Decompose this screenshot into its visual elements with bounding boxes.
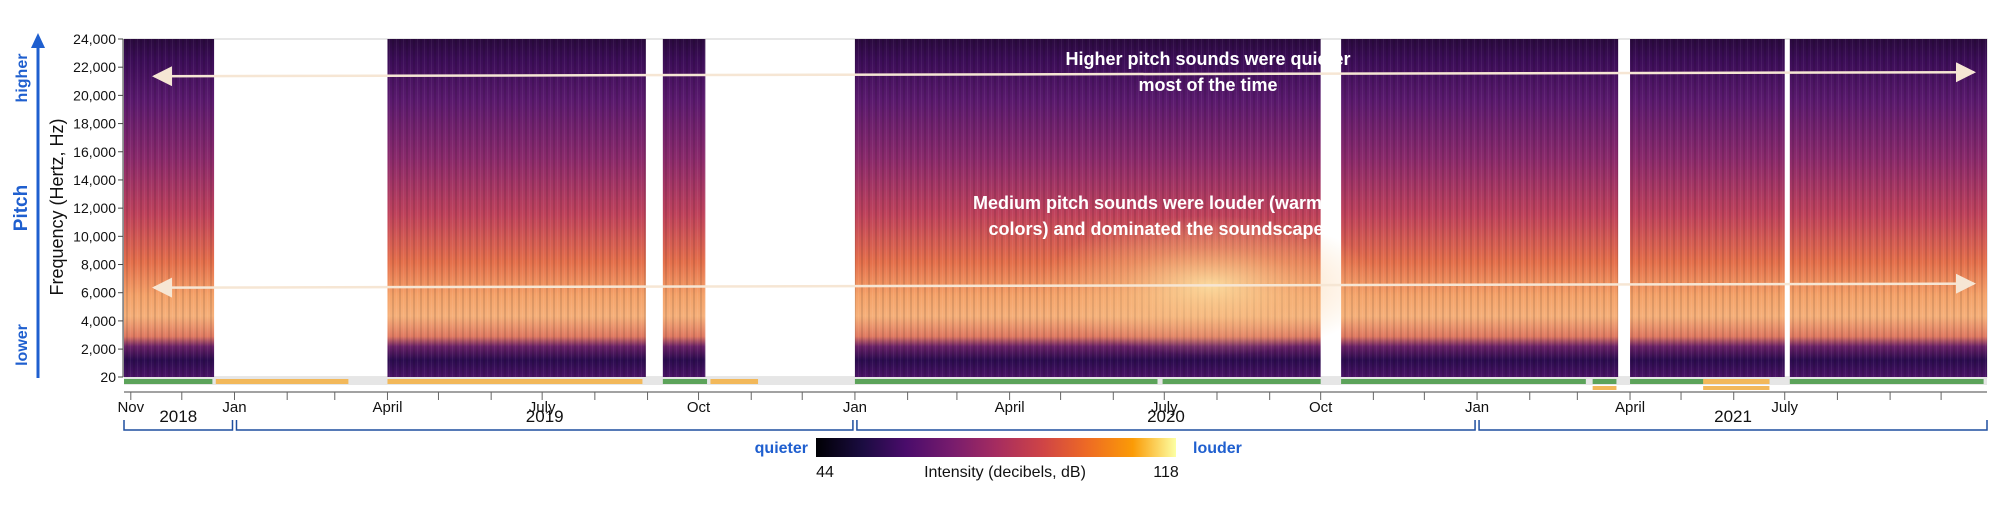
spectrogram-segment [124, 39, 215, 377]
year-bracket: 2019 [235, 407, 854, 431]
segment-texture [124, 39, 215, 377]
pitch-lower-label: lower [14, 324, 31, 366]
pitch-arrow-head [31, 33, 45, 48]
y-tick-label: 22,000 [73, 59, 116, 75]
segment-texture [1341, 39, 1619, 377]
y-tick-label: 14,000 [73, 172, 116, 188]
spectrogram-segment [1630, 39, 1785, 377]
orange-status-bar-lower [1592, 386, 1617, 390]
y-tick-label: 8,000 [81, 257, 116, 273]
y-tick-label: 18,000 [73, 116, 116, 132]
year-label: 2019 [526, 407, 564, 426]
x-tick-label: Nov [117, 399, 144, 416]
annotation-text: Higher pitch sounds were quieter [1065, 49, 1350, 69]
x-tick-label: April [1615, 399, 1645, 416]
green-status-bar [662, 379, 708, 384]
colorbar-title: Intensity (decibels, dB) [924, 464, 1086, 481]
pitch-axis: higher Pitch lower [11, 33, 45, 378]
year-label: 2020 [1147, 407, 1185, 426]
orange-status-bar [710, 379, 759, 384]
annotation-text: colors) and dominated the soundscape [988, 219, 1323, 239]
y-axis-ticks: 20 2,000 4,000 6,000 8,000 10,000 12,000 14,000… [73, 31, 124, 385]
colorbar-max-label: 118 [1153, 464, 1179, 481]
y-tick-label: 10,000 [73, 228, 116, 244]
x-tick-label: Jan [1465, 399, 1489, 416]
segment-texture [1630, 39, 1785, 377]
y-tick-label: 4,000 [81, 313, 116, 329]
x-tick-label: July [529, 399, 556, 416]
x-axis: Nov Jan April July Oct Jan April July Oct Jan Apri… [117, 391, 1987, 416]
orange-status-bar [215, 379, 349, 384]
x-tick-label: Jan [222, 399, 246, 416]
spectrogram-segment [387, 39, 646, 377]
y-tick-label: 24,000 [73, 31, 116, 47]
green-status-bar [1789, 379, 1984, 384]
pitch-higher-label: higher [14, 54, 31, 103]
colorbar-gradient [816, 438, 1176, 457]
x-tick-label: July [1151, 399, 1178, 416]
colorbar-low-text: quieter [755, 440, 808, 457]
x-tick-label: April [995, 399, 1025, 416]
green-status-bar [124, 379, 213, 384]
colorbar-high-text: louder [1193, 440, 1242, 457]
green-status-bar [1592, 379, 1617, 384]
x-tick-label: July [1771, 399, 1798, 416]
year-label: 2021 [1714, 407, 1752, 426]
year-bracket: 2021 [1478, 407, 1988, 431]
spectrogram-segment [662, 39, 706, 377]
x-tick-label: April [372, 399, 402, 416]
annotation-arrow [152, 62, 1976, 87]
y-tick-label: 20 [100, 369, 116, 385]
x-tick-label: Jan [843, 399, 867, 416]
y-tick-label: 16,000 [73, 144, 116, 160]
segment-texture [1789, 39, 1987, 377]
green-status-bar [854, 379, 1158, 384]
y-axis-title: Frequency (Hertz, Hz) [47, 118, 67, 295]
year-bracket-line [1478, 420, 1988, 431]
spectrogram-segment [1341, 39, 1619, 377]
spectrogram-segments [124, 39, 1987, 377]
orange-status-bar [387, 379, 643, 384]
annotation-arrow [152, 273, 1976, 298]
green-status-bar [1162, 379, 1321, 384]
year-label: 2018 [159, 407, 197, 426]
green-status-bar [1630, 379, 1704, 384]
year-brackets: 2018 2019 2020 2021 [123, 407, 1988, 431]
segment-texture [387, 39, 646, 377]
year-bracket-line [123, 420, 234, 431]
annotations: Higher pitch sounds were quieter most of … [152, 49, 1976, 298]
y-tick-label: 2,000 [81, 341, 116, 357]
annotation-text: most of the time [1138, 75, 1277, 95]
green-status-bar [1341, 379, 1586, 384]
colorbar: quieter louder 44 Intensity (decibels, d… [755, 438, 1242, 481]
year-bracket-line [856, 420, 1476, 431]
orange-status-bar-lower [1703, 386, 1770, 390]
colorbar-min-label: 44 [816, 464, 834, 481]
recording-status-bars [124, 379, 1984, 390]
orange-status-bar [1703, 379, 1770, 384]
x-tick-label: Oct [687, 399, 711, 416]
year-bracket: 2020 [856, 407, 1476, 431]
year-bracket: 2018 [123, 407, 234, 431]
spectrogram-segment [1789, 39, 1987, 377]
x-tick-label: Oct [1309, 399, 1333, 416]
annotation-text: Medium pitch sounds were louder (warmer [973, 193, 1339, 213]
y-tick-label: 20,000 [73, 87, 116, 103]
y-tick-label: 6,000 [81, 285, 116, 301]
y-tick-label: 12,000 [73, 200, 116, 216]
pitch-label: Pitch [11, 185, 32, 231]
year-bracket-line [235, 420, 854, 431]
segment-texture [662, 39, 706, 377]
